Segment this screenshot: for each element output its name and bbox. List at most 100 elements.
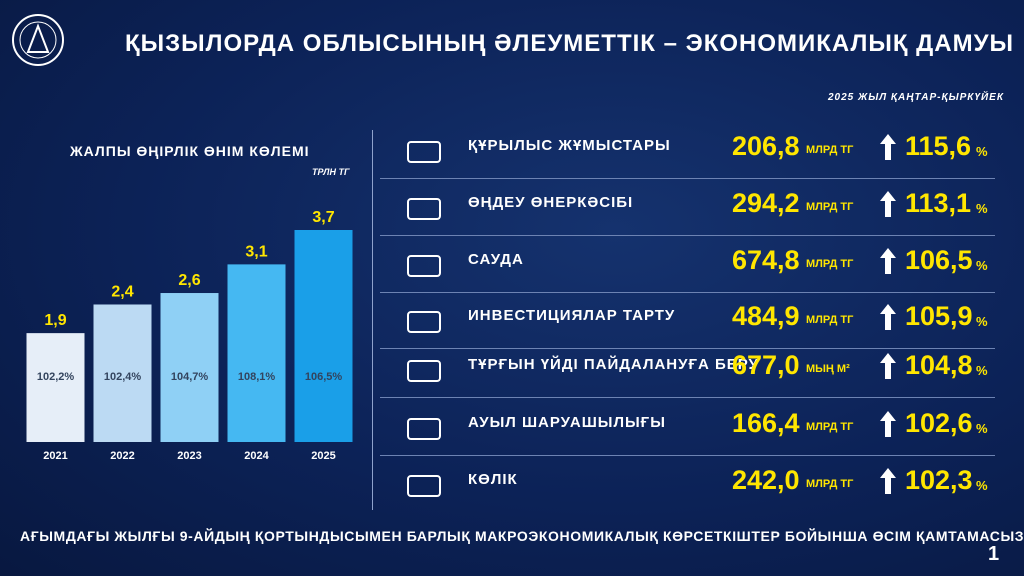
indicator-unit: МЛРД ТГ <box>806 314 854 326</box>
value-label: 2,6 <box>178 272 200 289</box>
arrow-shape <box>880 191 896 217</box>
arrow-shape <box>880 134 896 160</box>
row-separator <box>380 178 995 179</box>
indicator-value: 206,8 <box>732 131 800 161</box>
period: 2025 ЖЫЛ ҚАҢТАР-ҚЫРКҮЙЕК <box>827 92 1004 103</box>
indicator-growth-unit: % <box>976 258 988 273</box>
icon-shape <box>407 198 441 220</box>
indicator-value: 242,0 <box>732 465 800 495</box>
title: ҚЫЗЫЛОРДА ОБЛЫСЫНЫҢ ӘЛЕУМЕТТІК – ЭКОНОМИ… <box>125 30 1015 57</box>
indicator-name: ИНВЕСТИЦИЯЛАР ТАРТУ <box>468 307 676 324</box>
bar <box>160 293 219 442</box>
icon-shape <box>407 255 441 277</box>
page-number: 1 <box>988 543 1000 565</box>
indicator-growth-unit: % <box>976 201 988 216</box>
indicator-row: АУЫЛ ШАРУАШЫЛЫҒЫ 166,4 МЛРД ТГ 102,6% <box>380 397 1000 453</box>
value-label: 3,7 <box>312 209 334 226</box>
indicator-growth: 102,3 <box>905 465 973 495</box>
icon-shape <box>407 360 441 382</box>
arrow-shape <box>880 411 896 437</box>
chart-unit: ТРЛН ТГ <box>312 167 350 177</box>
up-arrow <box>880 411 896 437</box>
indicator-unit: МЛРД ТГ <box>806 144 854 156</box>
x-tick-label: 2022 <box>110 450 134 462</box>
arrow-shape <box>880 304 896 330</box>
x-tick-label: 2023 <box>177 450 201 462</box>
arrow-shape <box>880 248 896 274</box>
indicator-growth: 104,8 <box>905 350 973 380</box>
icon <box>407 360 441 382</box>
indicator-growth: 102,6 <box>905 408 973 438</box>
indicator-name: ТҰРҒЫН ҮЙДІ ПАЙДАЛАНУҒА БЕРУ <box>468 356 759 373</box>
indicator-row: ИНВЕСТИЦИЯЛАР ТАРТУ 484,9 МЛРД ТГ 105,9% <box>380 290 1000 346</box>
up-arrow <box>880 191 896 217</box>
indicator-value: 484,9 <box>732 301 800 331</box>
icon <box>407 198 441 220</box>
indicator-value: 294,2 <box>732 188 800 218</box>
arrow-shape <box>880 468 896 494</box>
indicator-growth-unit: % <box>976 144 988 159</box>
bar <box>93 304 152 442</box>
up-arrow <box>880 134 896 160</box>
x-tick-label: 2025 <box>311 450 335 462</box>
indicator-unit: МЛРД ТГ <box>806 421 854 433</box>
logo <box>12 14 64 66</box>
indicator-unit: МЛРД ТГ <box>806 478 854 490</box>
growth-label: 106,5% <box>305 371 343 383</box>
icon-shape <box>407 141 441 163</box>
value-label: 1,9 <box>44 312 66 329</box>
indicator-name: ҚҰРЫЛЫС ЖҰМЫСТАРЫ <box>468 137 671 154</box>
indicator-growth: 113,1 <box>905 188 972 218</box>
indicator-value: 677,0 <box>732 350 800 380</box>
up-arrow <box>880 353 896 379</box>
arrow-shape <box>880 353 896 379</box>
up-arrow <box>880 248 896 274</box>
icon-shape <box>407 475 441 497</box>
value-label: 3,1 <box>245 243 267 260</box>
icon <box>407 475 441 497</box>
indicator-unit: МЫҢ М² <box>806 363 850 375</box>
indicator-name: КӨЛІК <box>468 471 518 488</box>
indicator-value: 166,4 <box>732 408 800 438</box>
indicator-growth: 105,9 <box>905 301 973 331</box>
up-arrow <box>880 304 896 330</box>
indicator-name: АУЫЛ ШАРУАШЫЛЫҒЫ <box>468 414 666 431</box>
indicator-unit: МЛРД ТГ <box>806 258 854 270</box>
indicator-growth-unit: % <box>976 421 988 436</box>
indicator-unit: МЛРД ТГ <box>806 201 854 213</box>
indicator-row: ҚҰРЫЛЫС ЖҰМЫСТАРЫ 206,8 МЛРД ТГ 115,6% <box>380 120 1000 176</box>
icon <box>407 418 441 440</box>
growth-label: 102,2% <box>37 371 75 383</box>
up-arrow <box>880 468 896 494</box>
icon-shape <box>407 418 441 440</box>
chart-title: ЖАЛПЫ ӨҢІРЛІК ӨНІМ КӨЛЕМІ <box>70 143 310 159</box>
icon-shape <box>407 311 441 333</box>
row-separator <box>380 455 995 456</box>
footer-text: АҒЫМДАҒЫ ЖЫЛҒЫ 9-АЙДЫҢ ҚОРТЫНДЫСЫМЕН БАР… <box>20 528 1024 544</box>
indicator-growth: 106,5 <box>905 245 973 275</box>
icon <box>407 311 441 333</box>
growth-label: 102,4% <box>104 371 142 383</box>
value-label: 2,4 <box>111 283 133 300</box>
indicator-growth-unit: % <box>976 363 988 378</box>
indicator-growth-unit: % <box>976 478 988 493</box>
bar <box>26 333 85 442</box>
divider <box>372 130 373 510</box>
indicator-row: САУДА 674,8 МЛРД ТГ 106,5% <box>380 234 1000 290</box>
icon <box>407 141 441 163</box>
row-separator <box>380 397 995 398</box>
indicator-row: ТҰРҒЫН ҮЙДІ ПАЙДАЛАНУҒА БЕРУ 677,0 МЫҢ М² 1… <box>380 339 1000 395</box>
indicator-growth-unit: % <box>976 314 988 329</box>
row-separator <box>380 348 995 349</box>
row-separator <box>380 292 995 293</box>
growth-label: 108,1% <box>238 371 276 383</box>
chart: 1,9 102,2% 2021 2,4 102,4% 2022 2,6 104,7% 2023 3… <box>26 209 353 462</box>
icon <box>407 255 441 277</box>
bar <box>294 230 353 442</box>
bar <box>227 264 286 442</box>
indicator-row: КӨЛІК 242,0 МЛРД ТГ 102,3% <box>380 454 1000 510</box>
growth-label: 104,7% <box>171 371 209 383</box>
x-tick-label: 2024 <box>244 450 269 462</box>
indicator-name: ӨҢДЕУ ӨНЕРКӘСІБІ <box>468 194 634 211</box>
